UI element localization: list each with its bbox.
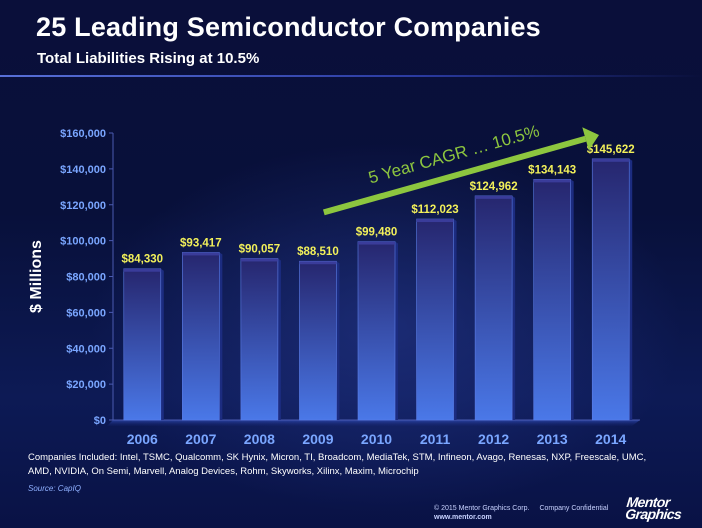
y-tick-label: $0: [94, 415, 106, 427]
chart-floor: [107, 420, 640, 426]
y-tick-label: $40,000: [66, 343, 106, 355]
copyright-text: © 2015 Mentor Graphics Corp.: [434, 505, 530, 512]
bar-value-label: $112,023: [411, 204, 458, 216]
y-tick-label: $120,000: [60, 200, 106, 212]
bar-side: [395, 241, 398, 420]
logo-line-2: Graphics: [624, 506, 683, 522]
x-tick-label: 2010: [361, 431, 392, 447]
bar-side: [629, 158, 633, 421]
bar: [299, 260, 337, 421]
y-axis-title: $ Millions: [28, 240, 45, 313]
bar: [357, 241, 396, 421]
x-tick-label: 2014: [595, 431, 626, 447]
mentor-graphics-logo: Mentor Graphics: [624, 494, 700, 522]
y-tick-label: $140,000: [60, 164, 106, 176]
bar: [474, 195, 513, 421]
bar-top-edge: [475, 195, 513, 199]
bar-value-label: $84,330: [121, 254, 163, 266]
x-tick-label: 2013: [537, 431, 568, 447]
page-subtitle: Total Liabilities Rising at 10.5%: [37, 50, 260, 67]
y-tick-label: $20,000: [66, 379, 106, 391]
bar-value-label: $124,962: [470, 181, 518, 193]
confidential-text: Company Confidential: [539, 505, 609, 512]
website-link[interactable]: www.mentor.com: [434, 514, 492, 521]
bar-side: [336, 261, 340, 420]
bar-value-label: $99,480: [356, 227, 398, 239]
y-tick-label: $60,000: [66, 307, 106, 319]
x-tick-label: 2007: [185, 431, 216, 447]
bar-top-edge: [182, 252, 220, 256]
title-divider: [0, 75, 702, 77]
bar-side: [570, 179, 574, 420]
bar-side: [277, 258, 281, 420]
bar: [123, 268, 162, 421]
bar-value-label: $93,417: [180, 237, 222, 249]
copyright-line: © 2015 Mentor Graphics Corp. Company Conf…: [434, 505, 608, 512]
x-tick-label: 2009: [302, 431, 333, 447]
bar-side: [160, 268, 164, 420]
bar: [533, 179, 571, 421]
cagr-arrow-head: [582, 127, 600, 151]
bar-side: [512, 195, 516, 420]
bar-value-label: $88,510: [297, 246, 339, 258]
bar-value-label: $145,622: [587, 144, 635, 156]
page-title: 25 Leading Semiconductor Companies: [36, 12, 541, 42]
bar-value-label: $134,143: [528, 164, 576, 176]
bar-side: [453, 219, 457, 420]
bar-top-edge: [533, 179, 571, 183]
x-tick-label: 2008: [244, 431, 275, 447]
y-tick-label: $80,000: [66, 272, 106, 284]
y-tick-label: $100,000: [60, 236, 106, 248]
x-tick-label: 2006: [127, 431, 158, 447]
x-tick-label: 2012: [478, 431, 509, 447]
bar-side: [219, 252, 223, 420]
bar-top-edge: [240, 258, 278, 262]
bar: [591, 158, 630, 421]
bar-top-edge: [592, 158, 630, 162]
bar: [182, 252, 220, 421]
bar: [240, 258, 279, 421]
cagr-arrow-shaft: [322, 135, 587, 216]
source-note: Source: CapIQ: [28, 484, 81, 493]
bar-value-label: $90,057: [239, 243, 281, 255]
bar-top-edge: [299, 261, 337, 265]
y-tick-label: $160,000: [60, 128, 106, 140]
x-tick-label: 2011: [420, 431, 451, 447]
bar: [416, 218, 454, 421]
bar-top-edge: [416, 219, 454, 223]
bar-top-edge: [358, 241, 395, 245]
bar-top-edge: [123, 268, 161, 272]
companies-included-note: Companies Included: Intel, TSMC, Qualcom…: [28, 452, 647, 477]
liabilities-bar-chart: $0 $20,000 $40,000 $60,000 $80,000 $100,000 $1…: [28, 121, 640, 447]
